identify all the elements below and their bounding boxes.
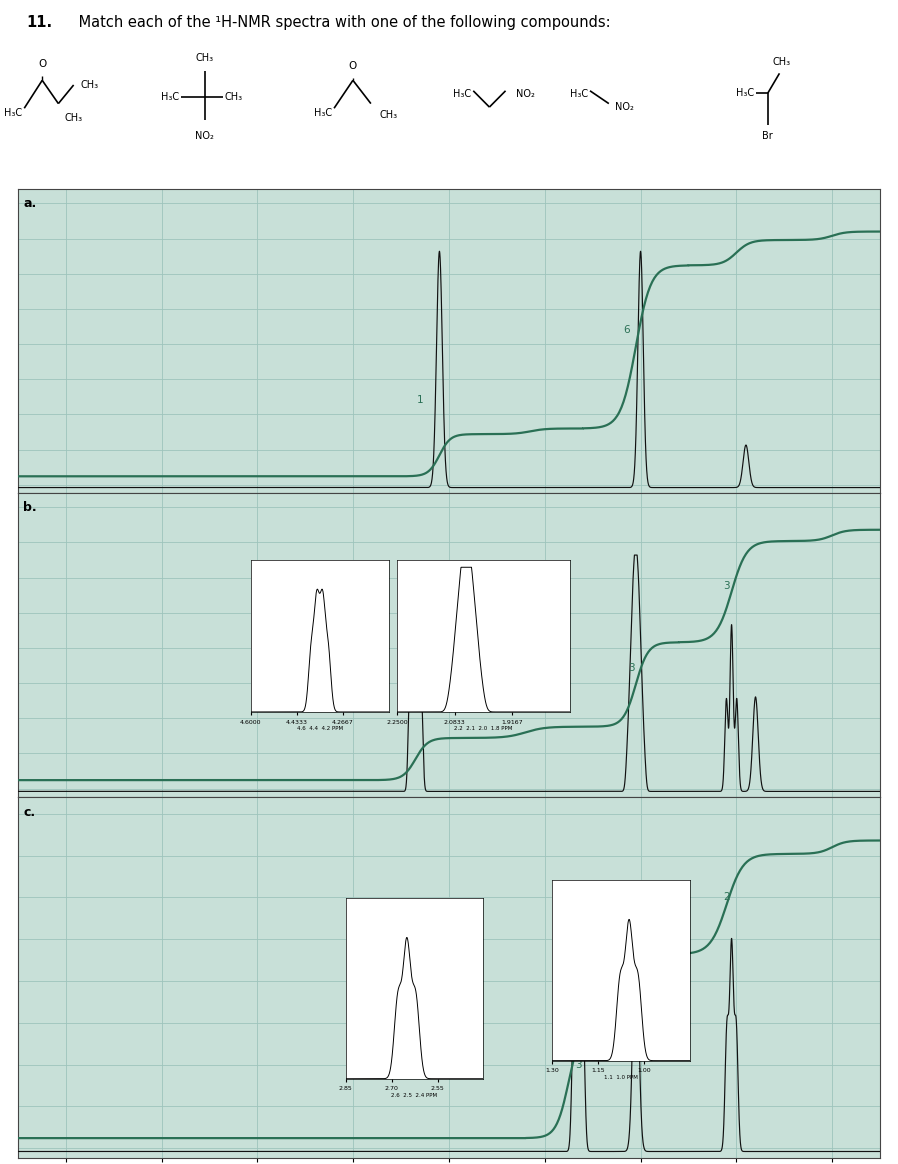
Text: CH₃: CH₃ [772,57,790,66]
Text: 3: 3 [628,979,634,989]
Text: Br: Br [762,132,773,141]
Text: CH₃: CH₃ [81,80,99,90]
Text: frequency: frequency [466,829,523,838]
Text: 2: 2 [412,694,418,703]
Text: H₃C: H₃C [570,90,588,99]
Text: H₃C: H₃C [162,92,180,101]
Text: frequency: frequency [466,525,523,534]
Text: a.: a. [23,197,37,210]
Text: CH₃: CH₃ [196,54,214,63]
Text: 3: 3 [628,662,634,673]
Text: 2: 2 [724,893,730,902]
Text: c.: c. [23,805,35,819]
Text: 11.: 11. [27,15,53,30]
Text: NO₂: NO₂ [615,102,634,112]
Text: CH₃: CH₃ [65,113,83,122]
Text: H₃C: H₃C [453,90,471,99]
Text: O: O [348,62,357,71]
Text: 6: 6 [623,325,629,335]
Text: NO₂: NO₂ [195,132,215,141]
Text: H₃C: H₃C [4,108,22,118]
Text: CH₃: CH₃ [224,92,242,101]
Text: H₃C: H₃C [314,108,332,118]
Text: NO₂: NO₂ [516,90,535,99]
Text: Match each of the ¹H-NMR spectra with one of the following compounds:: Match each of the ¹H-NMR spectra with on… [74,15,611,30]
Text: 1: 1 [417,396,424,405]
X-axis label: δ (ppm): δ (ppm) [426,821,472,833]
Text: b.: b. [23,501,37,513]
Text: 3: 3 [575,1059,582,1070]
X-axis label: δ (ppm): δ (ppm) [426,517,472,530]
Text: H₃C: H₃C [736,88,754,98]
Text: 3: 3 [724,581,730,591]
Text: CH₃: CH₃ [380,111,398,120]
Text: O: O [38,59,47,69]
